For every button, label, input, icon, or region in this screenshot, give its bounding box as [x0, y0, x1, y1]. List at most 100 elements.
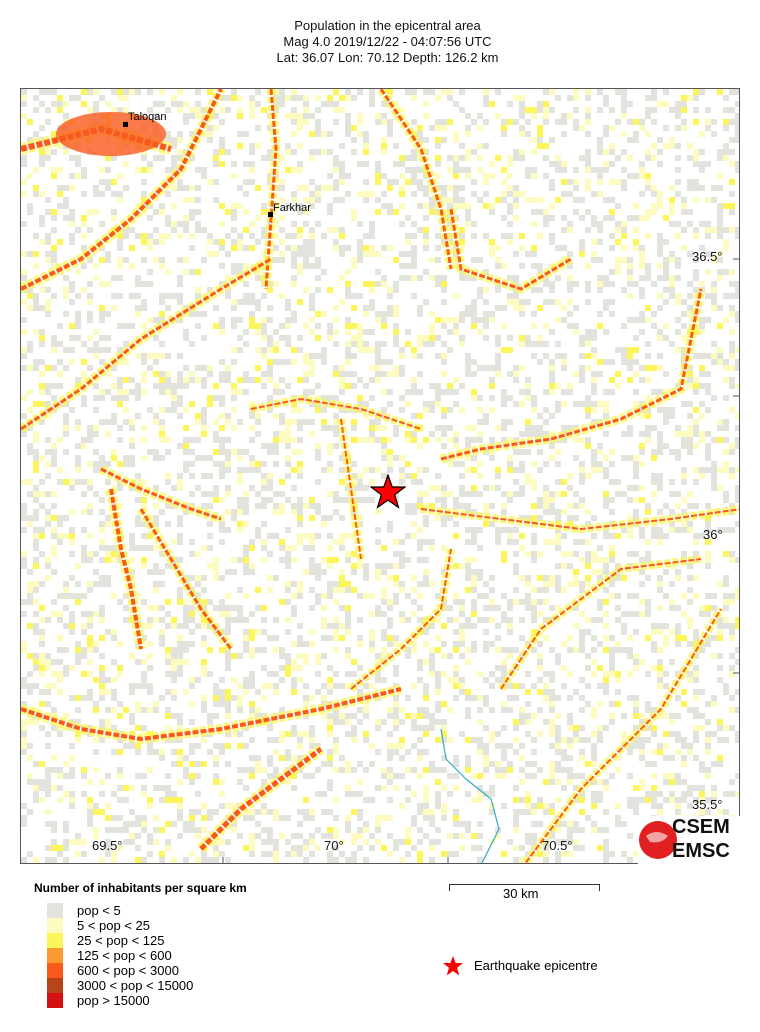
- population-cell: [675, 113, 681, 119]
- population-cell: [369, 635, 375, 641]
- population-cell: [351, 209, 357, 215]
- population-cell: [315, 443, 321, 449]
- population-cell: [567, 551, 573, 557]
- population-cell: [567, 503, 573, 509]
- population-cell: [501, 191, 507, 197]
- population-cell: [615, 647, 621, 653]
- population-cell: [141, 773, 147, 779]
- population-cell: [321, 419, 327, 425]
- population-cell: [627, 749, 633, 755]
- population-cell: [435, 485, 441, 491]
- population-cell: [303, 395, 309, 401]
- population-cell: [597, 323, 603, 329]
- population-cell: [309, 587, 315, 593]
- population-cell: [651, 731, 657, 737]
- population-cell: [381, 143, 387, 149]
- population-cell: [75, 455, 81, 461]
- population-cell: [99, 671, 105, 677]
- population-cell: [495, 425, 501, 431]
- population-cell: [483, 317, 489, 323]
- population-cell: [351, 125, 357, 131]
- population-cell: [735, 737, 739, 743]
- population-cell: [729, 653, 735, 659]
- population-cell: [213, 557, 219, 563]
- population-cell: [609, 671, 615, 677]
- population-cell: [303, 119, 309, 125]
- population-cell: [459, 503, 465, 509]
- population-cell: [597, 257, 603, 263]
- population-cell: [255, 647, 261, 653]
- population-cell: [399, 587, 405, 593]
- population-cell: [105, 251, 111, 257]
- population-cell: [129, 89, 135, 95]
- population-cell: [621, 149, 627, 155]
- population-cell: [291, 605, 297, 611]
- population-cell: [33, 293, 39, 299]
- population-cell: [417, 353, 423, 359]
- population-cell: [567, 389, 573, 395]
- population-cell: [519, 233, 525, 239]
- population-cell: [519, 635, 525, 641]
- population-cell: [87, 557, 93, 563]
- population-cell: [621, 185, 627, 191]
- population-cell: [87, 107, 93, 113]
- population-cell: [273, 281, 279, 287]
- population-cell: [345, 653, 351, 659]
- population-cell: [675, 569, 681, 575]
- population-cell: [729, 557, 735, 563]
- population-cell: [477, 317, 483, 323]
- population-cell: [201, 545, 207, 551]
- population-cell: [633, 509, 639, 515]
- population-cell: [483, 743, 489, 749]
- population-cell: [141, 725, 147, 731]
- population-cell: [585, 407, 591, 413]
- population-cell: [327, 173, 333, 179]
- population-cell: [273, 737, 279, 743]
- population-cell: [453, 785, 459, 791]
- population-cell: [453, 323, 459, 329]
- population-cell: [375, 167, 381, 173]
- population-cell: [723, 737, 729, 743]
- population-cell: [549, 431, 555, 437]
- population-cell: [33, 629, 39, 635]
- population-cell: [735, 413, 739, 419]
- population-cell: [237, 503, 243, 509]
- population-cell: [99, 635, 105, 641]
- population-cell: [189, 779, 195, 785]
- population-cell: [63, 431, 69, 437]
- population-cell: [177, 257, 183, 263]
- population-cell: [375, 509, 381, 515]
- population-cell: [639, 557, 645, 563]
- population-cell: [477, 617, 483, 623]
- population-cell: [99, 557, 105, 563]
- population-cell: [189, 491, 195, 497]
- population-cell: [603, 623, 609, 629]
- population-cell: [51, 527, 57, 533]
- population-cell: [633, 335, 639, 341]
- population-cell: [729, 551, 735, 557]
- population-cell: [291, 689, 297, 695]
- population-cell: [351, 323, 357, 329]
- population-cell: [729, 311, 735, 317]
- population-cell: [489, 761, 495, 767]
- population-cell: [141, 191, 147, 197]
- population-cell: [237, 779, 243, 785]
- population-cell: [309, 131, 315, 137]
- population-cell: [699, 245, 705, 251]
- population-cell: [537, 731, 543, 737]
- population-cell: [639, 317, 645, 323]
- population-cell: [657, 539, 663, 545]
- population-cell: [189, 611, 195, 617]
- population-cell: [219, 323, 225, 329]
- population-cell: [729, 599, 735, 605]
- population-cell: [537, 359, 543, 365]
- population-cell: [411, 473, 417, 479]
- population-cell: [387, 125, 393, 131]
- population-cell: [213, 461, 219, 467]
- population-cell: [693, 671, 699, 677]
- population-cell: [585, 287, 591, 293]
- population-cell: [729, 365, 735, 371]
- population-cell: [591, 215, 597, 221]
- population-cell: [39, 155, 45, 161]
- population-cell: [411, 119, 417, 125]
